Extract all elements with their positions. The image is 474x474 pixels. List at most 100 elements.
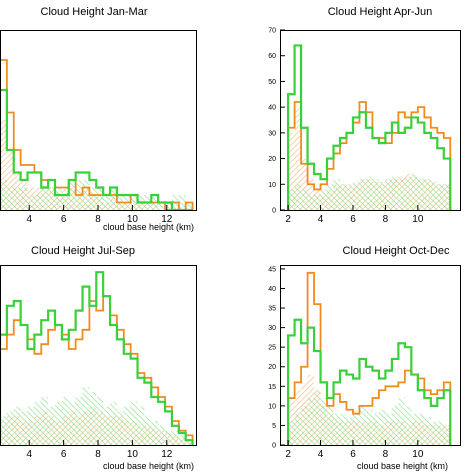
hist-bar-green-hatch: [103, 195, 111, 210]
y-tick-label: 10: [268, 182, 276, 189]
hist-bar-green-hatch: [430, 181, 438, 210]
hist-bar-green-hatch: [165, 202, 172, 210]
hist-bar-green-hatch: [27, 406, 35, 445]
hist-bar-green-hatch: [314, 390, 321, 445]
hist-bar-green-hatch: [340, 184, 347, 210]
panel-ticks: 4 6 8 10 12: [26, 205, 173, 225]
x-tick-label: 4: [26, 449, 32, 460]
hist-bar-green-hatch: [404, 176, 412, 210]
hist-outline-green-line: [287, 44, 452, 210]
x-tick-label: 4: [318, 214, 324, 225]
x-tick-label: 10: [412, 214, 424, 225]
hist-bar-green-hatch: [178, 195, 186, 210]
panel-marks: [287, 44, 452, 210]
y-tick-label: 45: [268, 266, 276, 273]
hist-bar-green-hatch: [13, 187, 21, 210]
x-tick-label: 6: [350, 449, 356, 460]
hist-bar-green-hatch: [378, 409, 386, 445]
hist-bar-green-hatch: [417, 413, 425, 445]
hist-bar-green-hatch: [307, 194, 315, 210]
hist-bar-green-hatch: [48, 187, 56, 210]
x-tick-label: 8: [95, 214, 101, 225]
hist-bar-green-hatch: [346, 184, 353, 210]
y-tick-label: 50: [268, 79, 276, 86]
hist-bar-green-hatch: [320, 189, 328, 210]
x-tick-label: 6: [350, 214, 356, 225]
hist-bar-green-hatch: [404, 405, 412, 445]
hist-bar-green-hatch: [96, 187, 104, 210]
hist-bar-green-hatch: [437, 421, 444, 445]
hist-bar-green-hatch: [110, 401, 117, 445]
hist-bar-green-hatch: [365, 409, 373, 445]
x-tick-label: 2: [285, 449, 291, 460]
hist-bar-green-hatch: [158, 425, 166, 445]
panel-title: Cloud Height Jan-Mar: [41, 6, 148, 18]
hist-bar-green-hatch: [288, 189, 295, 210]
hist-bar-green-hatch: [327, 405, 334, 445]
hist-bar-green-hatch: [301, 189, 308, 210]
hist-bar-green-hatch: [185, 202, 193, 210]
hist-bar-green-hatch: [20, 187, 28, 210]
hist-bar-green-hatch: [116, 411, 124, 445]
hist-bar-green-hatch: [359, 179, 366, 210]
y-tick-label: 40: [268, 286, 276, 293]
hist-bar-green-hatch: [137, 406, 145, 445]
hist-bar-green-hatch: [320, 398, 328, 445]
hist-bar-green-hatch: [68, 180, 76, 210]
x-axis-label: cloud base height (km): [103, 461, 194, 471]
x-tick-label: 8: [95, 449, 101, 460]
hist-bar-green-hatch: [41, 397, 49, 445]
hist-bar-green-hatch: [82, 387, 90, 445]
hist-bar-green-hatch: [346, 417, 353, 445]
hist-bar-green-hatch: [385, 179, 392, 210]
hist-bar-green-hatch: [68, 401, 76, 445]
hist-bar-green-hatch: [391, 176, 399, 210]
hist-bar-green-hatch: [158, 202, 166, 210]
hist-bar-green-hatch: [385, 413, 392, 445]
x-tick-label: 2: [285, 214, 291, 225]
hist-bar-green-hatch: [82, 180, 90, 210]
hist-bar-green-hatch: [103, 406, 111, 445]
hist-bar-green-hatch: [41, 187, 49, 210]
y-tick-label: 60: [268, 53, 276, 60]
y-tick-label: 70: [268, 28, 276, 35]
hist-bar-orange-hatch: [6, 150, 14, 210]
x-tick-label: 4: [318, 449, 324, 460]
y-tick-label: 0: [272, 208, 276, 215]
x-tick-label: 12: [161, 449, 173, 460]
hist-bar-green-hatch: [27, 195, 35, 210]
panel-ticks: 2 4 6 8 10 0 5 10 15 20 25 30 35 40 45: [268, 266, 424, 460]
hist-bar-green-hatch: [6, 411, 14, 445]
hist-bar-green-hatch: [34, 401, 42, 445]
hist-outline-green-line: [0, 271, 194, 445]
y-tick-label: 40: [268, 105, 276, 112]
panel-apr-jun: Cloud Height Apr-Jun 2 4 6 8 10 0 10 20 30 40 50 60…: [268, 6, 461, 225]
plot-frame: [0, 265, 197, 446]
hist-outline-orange-line: [287, 271, 452, 445]
x-tick-label: 6: [61, 214, 67, 225]
panel-title: Cloud Height Apr-Jun: [328, 6, 433, 18]
y-tick-label: 20: [268, 364, 276, 371]
hist-bar-green-hatch: [48, 406, 56, 445]
hist-bar-green-hatch: [424, 417, 431, 445]
hist-bar-green-hatch: [424, 179, 431, 210]
hist-bar-green-hatch: [96, 397, 104, 445]
x-axis-label: cloud base height (km): [103, 222, 194, 232]
x-tick-label: 6: [61, 449, 67, 460]
y-tick-label: 5: [272, 423, 276, 430]
hist-bar-green-hatch: [130, 401, 138, 445]
x-tick-label: 8: [383, 449, 389, 460]
y-tick-label: 10: [268, 403, 276, 410]
panel-ticks: 4 6 8 10 12: [26, 440, 173, 460]
x-tick-label: 12: [161, 214, 173, 225]
x-tick-label: 8: [383, 214, 389, 225]
hist-bar-green-hatch: [417, 179, 425, 210]
panel-title: Cloud Height Oct-Dec: [343, 245, 450, 257]
panel-marks: [287, 271, 452, 445]
hist-bar-green-hatch: [398, 398, 405, 445]
panel-jul-sep: Cloud Height Jul-Sep 4 6 8 10 12 cloud base …: [0, 245, 197, 471]
hist-bar-green-hatch: [178, 435, 186, 445]
hist-bar-green-hatch: [443, 184, 451, 210]
hist-bar-green-hatch: [55, 401, 62, 445]
